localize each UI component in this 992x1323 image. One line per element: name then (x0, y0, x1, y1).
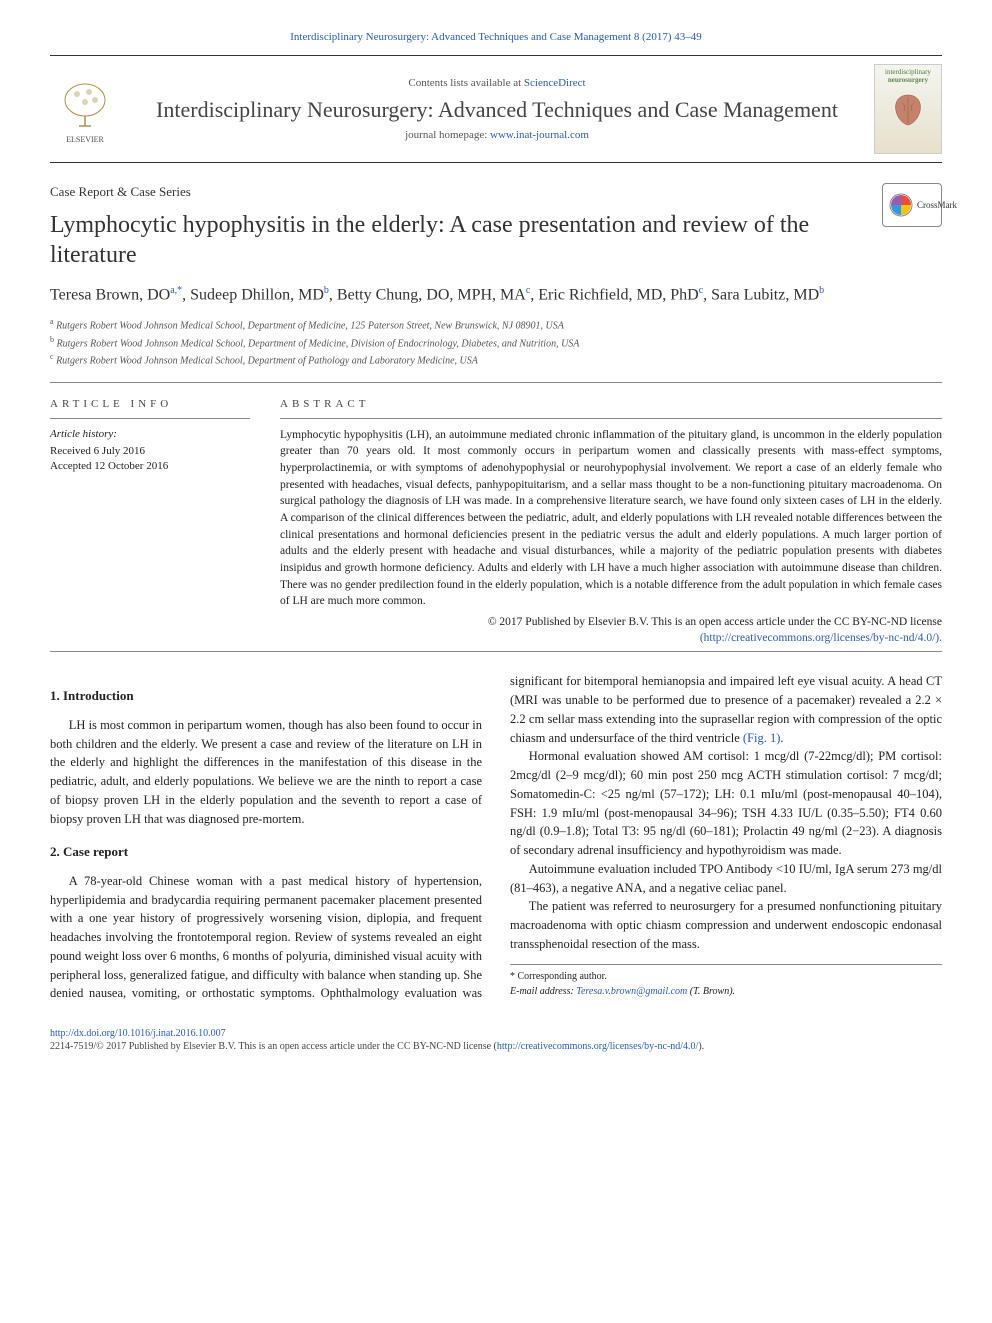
affiliations: a Rutgers Robert Wood Johnson Medical Sc… (50, 316, 942, 368)
affiliation-a: a Rutgers Robert Wood Johnson Medical Sc… (50, 316, 942, 333)
journal-header: ELSEVIER Contents lists available at Sci… (50, 55, 942, 163)
abstract: abstract Lymphocytic hypophysitis (LH), … (280, 397, 942, 646)
corresponding-author-note: * Corresponding author. E-mail address: … (510, 964, 942, 999)
received-date: Received 6 July 2016 (50, 444, 250, 459)
affiliation-b: b Rutgers Robert Wood Johnson Medical Sc… (50, 334, 942, 351)
elsevier-logo: ELSEVIER (50, 69, 120, 149)
paragraph-case-2: Hormonal evaluation showed AM cortisol: … (510, 747, 942, 860)
crossmark-icon (889, 193, 913, 217)
corr-email-link[interactable]: Teresa.v.brown@gmail.com (576, 986, 687, 997)
article-info: article info Article history: Received 6… (50, 397, 250, 646)
sciencedirect-link[interactable]: ScienceDirect (524, 77, 586, 89)
header-center: Contents lists available at ScienceDirec… (136, 76, 858, 143)
aff-text-b: Rutgers Robert Wood Johnson Medical Scho… (54, 338, 579, 349)
article-type: Case Report & Case Series (50, 183, 862, 201)
corr-email-suffix: (T. Brown). (687, 986, 735, 997)
info-abstract-row: article info Article history: Received 6… (50, 397, 942, 652)
elsevier-tree-icon (55, 74, 115, 134)
author-5: , Sara Lubitz, MD (703, 286, 819, 303)
crossmark-badge[interactable]: CrossMark (882, 183, 942, 227)
citation-link[interactable]: Interdisciplinary Neurosurgery: Advanced… (290, 31, 702, 43)
footer-copyright-end: ). (698, 1041, 704, 1052)
article-title: Lymphocytic hypophysitis in the elderly:… (50, 210, 862, 270)
page-footer: http://dx.doi.org/10.1016/j.inat.2016.10… (50, 1027, 942, 1053)
journal-cover-thumbnail: interdisciplinary neurosurgery (874, 64, 942, 154)
elsevier-label: ELSEVIER (66, 134, 104, 145)
author-5-aff: b (819, 285, 824, 296)
crossmark-label: CrossMark (917, 199, 957, 212)
paragraph-intro: LH is most common in peripartum women, t… (50, 716, 482, 829)
homepage-link[interactable]: www.inat-journal.com (490, 129, 589, 141)
cover-title-line2: neurosurgery (888, 77, 928, 85)
case1-end: . (780, 731, 783, 745)
authors-list: Teresa Brown, DOa,*, Sudeep Dhillon, MDb… (50, 284, 942, 307)
abstract-heading: abstract (280, 397, 942, 418)
aff-text-c: Rutgers Robert Wood Johnson Medical Scho… (54, 355, 478, 366)
paragraph-case-4: The patient was referred to neurosurgery… (510, 897, 942, 953)
contents-available: Contents lists available at ScienceDirec… (136, 76, 858, 91)
heading-case-report: 2. Case report (50, 842, 482, 862)
author-1: Teresa Brown, DO (50, 286, 170, 303)
abstract-copyright: © 2017 Published by Elsevier B.V. This i… (280, 614, 942, 646)
author-4: , Eric Richfield, MD, PhD (530, 286, 698, 303)
article-body: 1. Introduction LH is most common in per… (50, 672, 942, 1003)
article-history-label: Article history: (50, 427, 250, 442)
corr-email-line: E-mail address: Teresa.v.brown@gmail.com… (510, 984, 942, 999)
aff-text-a: Rutgers Robert Wood Johnson Medical Scho… (54, 321, 564, 332)
license-link[interactable]: (http://creativecommons.org/licenses/by-… (700, 632, 942, 644)
corr-email-label: E-mail address: (510, 986, 576, 997)
brain-icon (888, 89, 928, 129)
author-2: , Sudeep Dhillon, MD (182, 286, 324, 303)
journal-homepage: journal homepage: www.inat-journal.com (136, 128, 858, 143)
article-info-heading: article info (50, 397, 250, 418)
abstract-text: Lymphocytic hypophysitis (LH), an autoim… (280, 427, 942, 610)
affiliation-c: c Rutgers Robert Wood Johnson Medical Sc… (50, 351, 942, 368)
copyright-text: © 2017 Published by Elsevier B.V. This i… (488, 616, 942, 628)
contents-prefix: Contents lists available at (408, 77, 523, 89)
corr-label: * Corresponding author. (510, 969, 942, 984)
footer-license-link[interactable]: http://creativecommons.org/licenses/by-n… (497, 1041, 698, 1052)
footer-copyright: 2214-7519/© 2017 Published by Elsevier B… (50, 1041, 497, 1052)
heading-introduction: 1. Introduction (50, 686, 482, 706)
running-header: Interdisciplinary Neurosurgery: Advanced… (50, 30, 942, 45)
accepted-date: Accepted 12 October 2016 (50, 459, 250, 474)
divider (50, 382, 942, 383)
figure-1-link[interactable]: (Fig. 1) (743, 731, 781, 745)
doi-link[interactable]: http://dx.doi.org/10.1016/j.inat.2016.10… (50, 1028, 226, 1039)
paragraph-case-3: Autoimmune evaluation included TPO Antib… (510, 860, 942, 898)
homepage-prefix: journal homepage: (405, 129, 490, 141)
journal-name: Interdisciplinary Neurosurgery: Advanced… (136, 97, 858, 123)
author-3: , Betty Chung, DO, MPH, MA (329, 286, 526, 303)
